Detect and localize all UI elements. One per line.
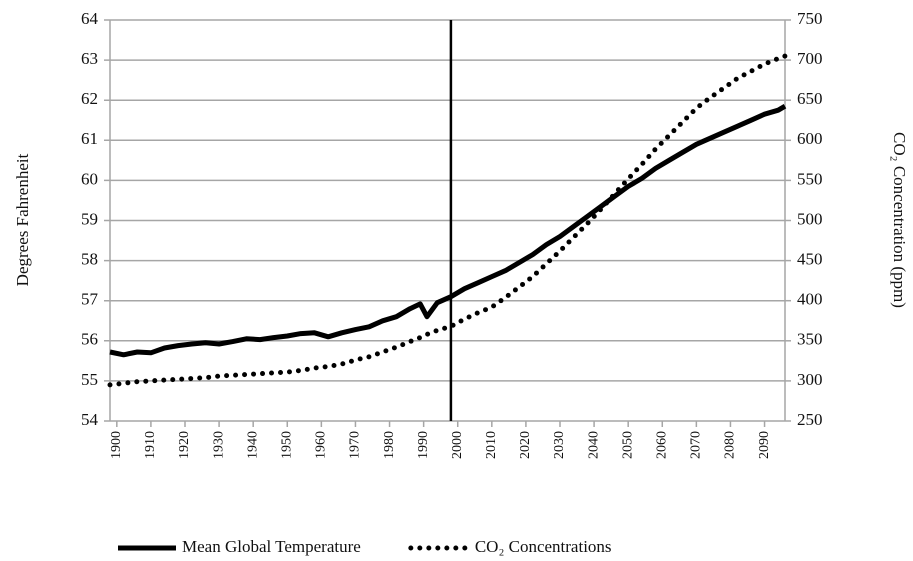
x-tick-label: 2010: [484, 431, 499, 459]
x-tick-label: 2040: [586, 431, 601, 459]
y-tick-label: 62: [81, 89, 98, 108]
x-tick-label: 1990: [416, 431, 431, 459]
y-tick-label: 60: [81, 169, 98, 188]
x-tick-label: 2070: [689, 431, 704, 459]
y-axis-label: Degrees Fahrenheit: [13, 153, 32, 286]
series-line: [107, 53, 788, 388]
y2-tick-label: 250: [797, 410, 823, 429]
x-tick-label: 2030: [552, 431, 567, 459]
x-tick-label: 2020: [518, 431, 533, 459]
y2-tick-label: 500: [797, 209, 823, 228]
x-tick-label: 1940: [245, 431, 260, 459]
x-tick-label: 1930: [211, 431, 226, 459]
y-tick-label: 58: [81, 250, 98, 269]
x-tick-label: 1920: [177, 431, 192, 459]
y-tick-label: 61: [81, 129, 98, 148]
x-tick-label: 2000: [450, 431, 465, 459]
y2-axis-label: CO₂ Concentration (ppm): [890, 132, 909, 308]
x-tick-label: 1970: [348, 431, 363, 459]
y-tick-label: 57: [81, 290, 99, 309]
y-tick-label: 64: [81, 9, 99, 28]
x-tick-label: 1960: [314, 431, 329, 459]
y2-tick-label: 350: [797, 330, 823, 349]
y2-tick-label: 700: [797, 49, 823, 68]
legend-label: Mean Global Temperature: [182, 537, 361, 556]
y-tick-label: 55: [81, 370, 98, 389]
y-tick-label: 63: [81, 49, 98, 68]
x-tick-label: 1950: [279, 431, 294, 459]
y2-tick-label: 650: [797, 89, 823, 108]
y-tick-label: 56: [81, 330, 98, 349]
y2-tick-label: 450: [797, 250, 823, 269]
x-tick-label: 2080: [723, 431, 738, 459]
x-tick-label: 2090: [757, 431, 772, 459]
y2-tick-label: 300: [797, 370, 823, 389]
y2-tick-label: 550: [797, 169, 823, 188]
x-tick-label: 1900: [109, 431, 124, 459]
x-tick-label: 1980: [382, 431, 397, 459]
legend-label: CO₂ Concentrations: [475, 537, 612, 556]
y2-tick-label: 600: [797, 129, 823, 148]
y-tick-label: 59: [81, 209, 98, 228]
y2-tick-label: 400: [797, 290, 823, 309]
x-tick-label: 2060: [654, 431, 669, 459]
y2-tick-label: 750: [797, 9, 823, 28]
y-tick-label: 54: [81, 410, 99, 429]
x-tick-label: 2050: [620, 431, 635, 459]
x-tick-label: 1910: [143, 431, 158, 459]
series-line: [109, 104, 787, 358]
